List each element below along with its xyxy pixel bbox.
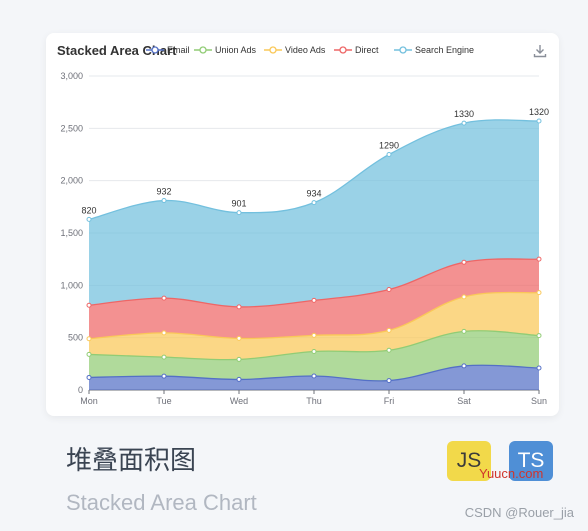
point-direct [161,295,167,301]
point-union-ads [311,348,317,354]
point-video-ads [236,335,242,341]
point-email [161,373,167,379]
data-label: 934 [306,189,321,199]
legend-item[interactable]: Email [146,42,190,58]
point-search-engine [536,118,542,124]
x-tick-label: Mon [80,396,98,406]
point-search-engine [461,120,467,126]
download-icon[interactable] [531,42,549,60]
legend-item[interactable]: Search Engine [394,42,474,58]
point-video-ads [161,330,167,336]
chart-title: Stacked Area Chart [57,43,177,58]
point-email [236,376,242,382]
area-union-ads [89,330,539,381]
csdn-watermark: CSDN @Rouer_jia [464,505,574,520]
point-direct [86,302,92,308]
point-email [386,378,392,384]
page-subheading: Stacked Area Chart [66,490,257,515]
point-video-ads [86,336,92,342]
point-search-engine [311,200,317,206]
legend-label: Direct [355,45,379,55]
ts-badge[interactable]: TS [509,441,553,481]
legend-item[interactable]: Direct [334,42,379,58]
legend-label: Search Engine [415,45,475,55]
data-label: 1330 [454,109,474,119]
point-direct [536,256,542,262]
point-union-ads [86,351,92,357]
y-tick-label: 1,500 [60,228,83,238]
x-tick-label: Sun [531,396,547,406]
legend-label: Email [167,45,190,55]
point-email [86,374,92,380]
area-direct [89,258,539,339]
point-search-engine [86,216,92,222]
legend-label: Union Ads [215,45,257,55]
point-search-engine [386,152,392,157]
legend-swatch [264,46,282,54]
stacked-area-chart: 0 500 1,000 1,500 2,000 2,500 3,000 Mon Tue Wed Th… [60,71,549,406]
x-tick-label: Tue [156,396,171,406]
data-label: 1290 [379,141,399,151]
data-label: 932 [156,187,171,197]
legend-label: Video Ads [285,45,326,55]
point-union-ads [536,333,542,339]
point-direct [386,287,392,293]
area-video-ads [89,292,539,360]
site-watermark: Yuucn.com [479,466,544,481]
data-label: 1320 [529,107,549,117]
point-direct [236,304,242,310]
point-union-ads [386,347,392,353]
y-tick-label: 2,000 [60,176,83,186]
legend-item[interactable]: Union Ads [194,42,256,58]
point-union-ads [461,328,467,334]
point-email [311,373,317,379]
point-union-ads [236,356,242,362]
data-label: 901 [231,199,246,209]
y-tick-label: 500 [68,333,83,343]
page-heading: 堆叠面积图 [66,445,197,475]
x-tick-label: Sat [457,396,471,406]
x-tick-label: Fri [384,396,395,406]
point-video-ads [536,290,542,296]
y-tick-label: 2,500 [60,123,83,133]
legend-swatch [334,46,352,54]
legend-swatch [146,46,164,54]
y-tick-label: 0 [78,385,83,395]
x-tick-label: Wed [230,396,248,406]
point-union-ads [161,354,167,360]
point-direct [461,259,467,265]
js-badge[interactable]: JS [447,441,491,481]
point-video-ads [386,327,392,333]
y-tick-label: 3,000 [60,71,83,81]
legend-swatch [394,46,412,54]
point-email [536,365,542,371]
data-label: 820 [81,205,96,215]
area-search-engine [89,119,539,307]
x-tick-label: Thu [306,396,322,406]
point-search-engine [161,198,167,204]
point-video-ads [461,294,467,300]
point-direct [311,297,317,303]
y-tick-label: 1,000 [60,280,83,290]
chart-card: 0 500 1,000 1,500 2,000 2,500 3,000 Mon Tue Wed Th… [46,33,559,416]
point-search-engine [236,210,242,216]
point-email [461,363,467,369]
legend-item[interactable]: Video Ads [264,42,325,58]
legend-swatch [194,46,212,54]
point-video-ads [311,332,317,338]
